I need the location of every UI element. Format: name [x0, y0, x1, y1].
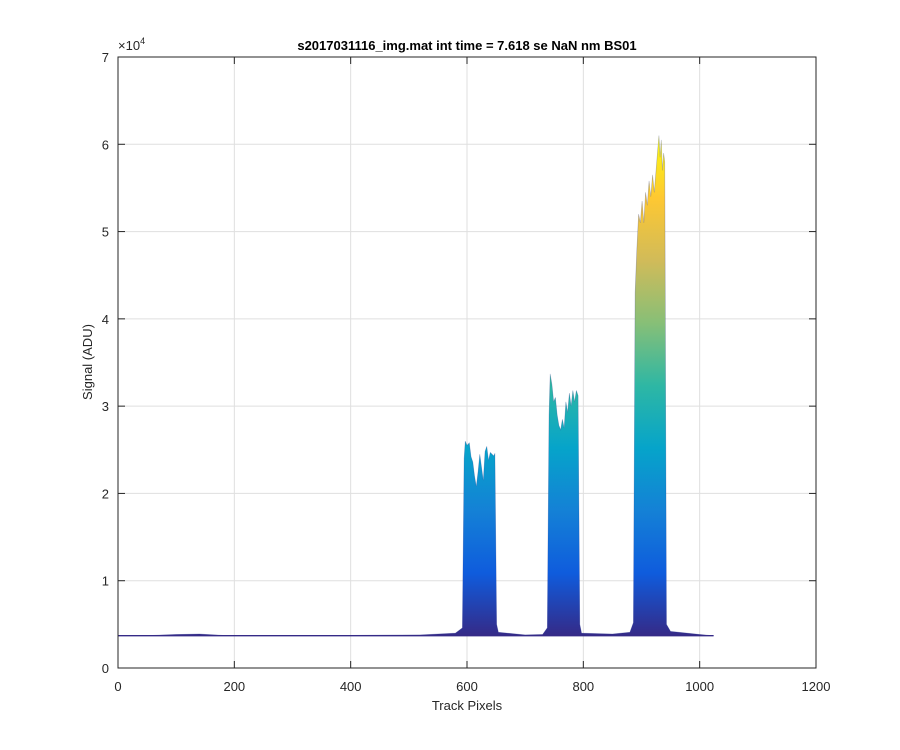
- chart-title: s2017031116_img.mat int time = 7.618 se …: [297, 38, 636, 53]
- y-exponent-base: ×10: [118, 38, 140, 53]
- x-axis-label: Track Pixels: [432, 698, 503, 713]
- axes: 0 200 400 600 800 1000 1200 0 1 2 3 4 5 6 7: [102, 50, 831, 694]
- chart-text: s2017031116_img.mat int time = 7.618 se …: [80, 36, 637, 713]
- y-axis-label: Signal (ADU): [80, 324, 95, 400]
- signal-area: [118, 135, 714, 636]
- y-axis-exponent: ×104: [118, 36, 145, 53]
- y-tick-label: 0: [102, 661, 109, 676]
- y-exponent-power: 4: [140, 36, 145, 46]
- x-tick-label: 1000: [685, 679, 714, 694]
- y-tick-label: 2: [102, 486, 109, 501]
- signal-edge-line: [118, 135, 714, 637]
- grid-lines: [118, 57, 816, 668]
- x-tick-label: 800: [572, 679, 594, 694]
- x-tick-label: 600: [456, 679, 478, 694]
- y-tick-label: 1: [102, 574, 109, 589]
- x-tick-label: 1200: [802, 679, 831, 694]
- y-tick-label: 5: [102, 225, 109, 240]
- data-layer: [118, 135, 714, 637]
- y-tick-label: 4: [102, 312, 109, 327]
- x-tick-label: 0: [114, 679, 121, 694]
- x-tick-label: 200: [223, 679, 245, 694]
- y-tick-label: 7: [102, 50, 109, 65]
- y-tick-label: 6: [102, 137, 109, 152]
- x-tick-label: 400: [340, 679, 362, 694]
- y-tick-label: 3: [102, 399, 109, 414]
